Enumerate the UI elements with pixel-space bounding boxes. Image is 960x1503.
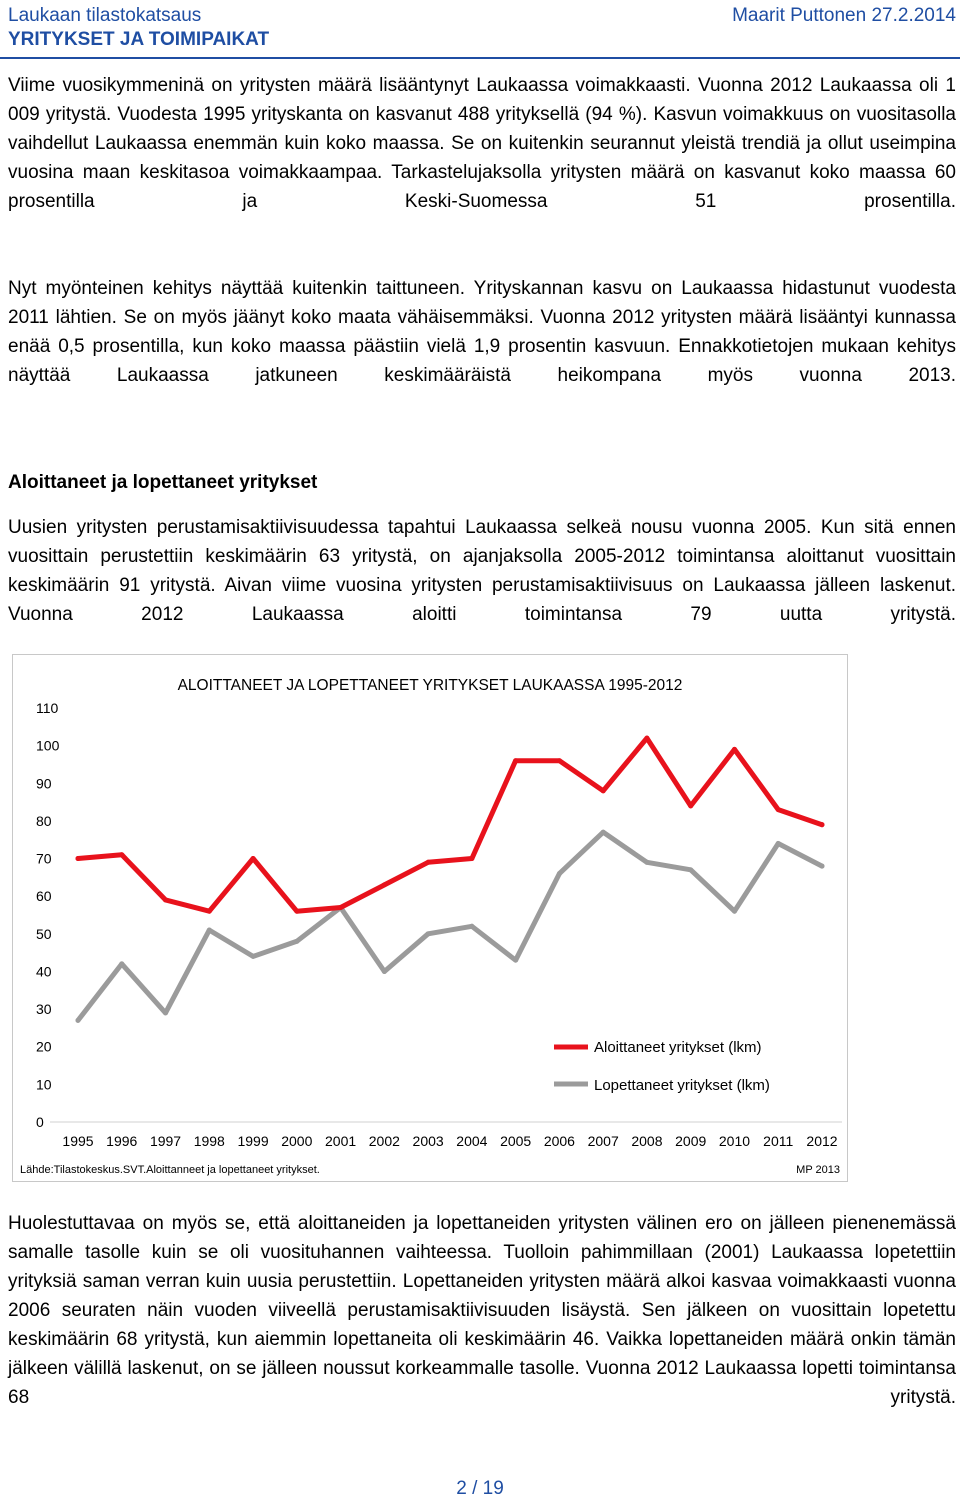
data-point-started — [600, 788, 606, 794]
y-tick-label: 10 — [36, 1076, 52, 1092]
page-number: 2 / 19 — [456, 1478, 504, 1499]
data-point-started — [775, 807, 781, 813]
x-tick-label: 2009 — [675, 1133, 706, 1149]
data-point-started — [688, 803, 694, 809]
series-line-started — [75, 735, 825, 914]
data-point-started — [556, 758, 562, 764]
y-tick-label: 20 — [36, 1039, 52, 1055]
x-tick-label: 2011 — [763, 1133, 793, 1149]
x-tick-label: 1995 — [62, 1133, 93, 1149]
paragraph-2: Nyt myönteinen kehitys näyttää kuitenkin… — [8, 278, 956, 386]
x-tick-labels: 1995 1996 1997 1998 1999 2000 2001 2002 2003 2004… — [62, 1133, 837, 1149]
data-point-ended — [556, 871, 562, 877]
data-point-ended — [119, 961, 125, 967]
data-point-started — [425, 859, 431, 865]
chart-frame — [12, 654, 848, 1182]
x-tick-label: 2005 — [500, 1133, 531, 1149]
y-tick-label: 0 — [36, 1114, 44, 1130]
data-point-ended — [644, 859, 650, 865]
report-subtitle: YRITYKSET JA TOIMIPAIKAT — [8, 29, 270, 50]
chart-credit: MP 2013 — [796, 1164, 840, 1176]
legend-label-started: Aloittaneet yritykset (lkm) — [594, 1039, 762, 1056]
data-point-ended — [819, 863, 825, 869]
paragraph-4: Huolestuttavaa on myös se, että aloittan… — [8, 1213, 956, 1408]
data-point-started — [163, 897, 169, 903]
y-tick-label: 60 — [36, 888, 52, 904]
data-point-started — [513, 758, 519, 764]
x-tick-label: 1996 — [106, 1133, 137, 1149]
data-point-ended — [600, 829, 606, 835]
data-point-ended — [688, 867, 694, 873]
data-point-started — [250, 856, 256, 862]
x-tick-label: 2004 — [456, 1133, 487, 1149]
line-chart: ALOITTANEET JA LOPETTANEET YRITYKSET LAU… — [12, 654, 848, 1182]
data-point-started — [338, 904, 344, 910]
data-point-ended — [250, 953, 256, 959]
data-point-ended — [731, 908, 737, 914]
y-tick-label: 50 — [36, 926, 52, 942]
header-divider — [0, 57, 960, 59]
data-point-started — [819, 822, 825, 828]
page-header: Laukaan tilastokatsaus Maarit Puttonen 2… — [8, 4, 956, 52]
y-tick-label: 90 — [36, 775, 52, 791]
data-point-started — [469, 856, 475, 862]
x-tick-label: 1998 — [194, 1133, 225, 1149]
x-tick-label: 2008 — [631, 1133, 662, 1149]
x-tick-label: 2012 — [806, 1133, 837, 1149]
y-tick-label: 40 — [36, 963, 52, 979]
data-point-started — [381, 882, 387, 888]
data-point-ended — [513, 957, 519, 963]
data-point-ended — [163, 1010, 169, 1016]
data-point-started — [75, 856, 81, 862]
chart-legend: Aloittaneet yritykset (lkm) Lopettaneet … — [554, 1039, 770, 1094]
data-point-ended — [425, 931, 431, 937]
data-point-ended — [469, 923, 475, 929]
data-point-started — [206, 908, 212, 914]
x-tick-label: 2002 — [369, 1133, 400, 1149]
x-tick-label: 2010 — [719, 1133, 750, 1149]
author-date: Maarit Puttonen 27.2.2014 — [732, 5, 956, 26]
data-point-ended — [381, 968, 387, 974]
paragraph-1: Viime vuosikymmeninä on yritysten määrä … — [8, 75, 956, 212]
x-tick-label: 1999 — [237, 1133, 268, 1149]
data-point-started — [119, 852, 125, 858]
y-tick-label: 30 — [36, 1001, 52, 1017]
x-tick-label: 1997 — [150, 1133, 181, 1149]
data-point-ended — [294, 938, 300, 944]
x-tick-label: 2001 — [325, 1133, 356, 1149]
paragraph-3: Uusien yritysten perustamisaktiivisuudes… — [8, 517, 956, 625]
report-title: Laukaan tilastokatsaus — [8, 5, 202, 26]
x-tick-label: 2007 — [588, 1133, 619, 1149]
chart-svg: ALOITTANEET JA LOPETTANEET YRITYKSET LAU… — [12, 654, 848, 1182]
chart-source: Lähde:Tilastokeskus.SVT.Aloittanneet ja … — [20, 1164, 320, 1176]
chart-title: ALOITTANEET JA LOPETTANEET YRITYKSET LAU… — [178, 677, 683, 694]
data-point-started — [294, 908, 300, 914]
data-point-ended — [775, 840, 781, 846]
x-tick-label: 2000 — [281, 1133, 312, 1149]
y-tick-labels: 0 10 20 30 40 50 60 70 80 90 100 110 — [36, 700, 60, 1130]
y-tick-label: 100 — [36, 738, 60, 754]
section-heading: Aloittaneet ja lopettaneet yritykset — [8, 472, 318, 493]
y-tick-label: 110 — [36, 700, 59, 716]
series-line-ended — [75, 829, 825, 1023]
data-point-ended — [206, 927, 212, 933]
x-tick-label: 2003 — [413, 1133, 444, 1149]
legend-label-ended: Lopettaneet yritykset (lkm) — [594, 1077, 770, 1094]
x-tick-label: 2006 — [544, 1133, 575, 1149]
y-tick-label: 70 — [36, 851, 52, 867]
series-lines — [75, 735, 825, 1023]
data-point-started — [644, 735, 650, 741]
data-point-started — [731, 746, 737, 752]
data-point-ended — [75, 1017, 81, 1023]
y-tick-label: 80 — [36, 813, 52, 829]
